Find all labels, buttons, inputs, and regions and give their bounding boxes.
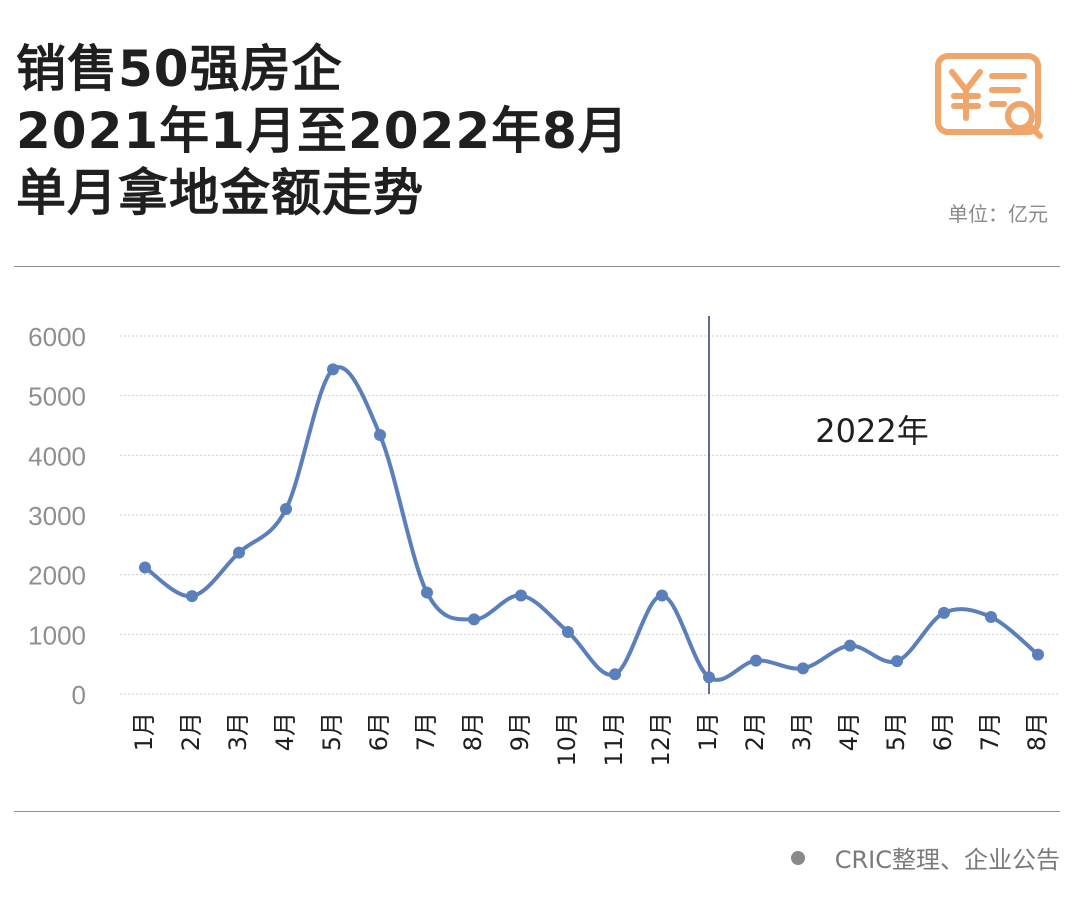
x-tick-label: 10月 bbox=[553, 712, 581, 767]
data-point bbox=[891, 655, 903, 668]
title-line-3: 单月拿地金额走势 bbox=[16, 164, 424, 222]
y-tick-label: 2000 bbox=[28, 561, 86, 591]
data-point bbox=[139, 561, 151, 574]
y-tick-label: 0 bbox=[72, 680, 86, 710]
data-point bbox=[233, 546, 245, 559]
top-divider bbox=[14, 266, 1060, 267]
x-tick-label: 7月 bbox=[976, 712, 1004, 751]
bottom-divider bbox=[14, 811, 1060, 812]
source-text: CRIC整理、企业公告 bbox=[834, 846, 1060, 874]
data-point bbox=[327, 363, 339, 376]
data-point bbox=[468, 613, 480, 626]
x-tick-label: 4月 bbox=[271, 712, 299, 751]
x-tick-label: 7月 bbox=[412, 712, 440, 751]
source-note: CRIC整理、企业公告 bbox=[790, 840, 1060, 875]
x-tick-label: 6月 bbox=[365, 712, 393, 751]
x-tick-label: 6月 bbox=[929, 712, 957, 751]
y-tick-label: 6000 bbox=[28, 322, 86, 352]
x-tick-label: 11月 bbox=[600, 712, 628, 767]
y-tick-label: 3000 bbox=[28, 501, 86, 531]
x-tick-label: 12月 bbox=[647, 712, 675, 767]
data-point bbox=[609, 668, 621, 681]
data-point bbox=[797, 662, 809, 675]
x-tick-label: 2月 bbox=[741, 712, 769, 751]
title-line-1: 销售50强房企 bbox=[16, 40, 343, 98]
data-point bbox=[1032, 648, 1044, 661]
x-tick-label: 3月 bbox=[788, 712, 816, 751]
data-point bbox=[985, 611, 997, 624]
x-tick-label: 1月 bbox=[694, 712, 722, 751]
data-point bbox=[844, 639, 856, 652]
data-point bbox=[562, 625, 574, 638]
data-point bbox=[374, 429, 386, 442]
x-tick-label: 4月 bbox=[835, 712, 863, 751]
data-point bbox=[186, 590, 198, 603]
x-tick-label: 9月 bbox=[506, 712, 534, 751]
x-tick-label: 5月 bbox=[882, 712, 910, 751]
data-point bbox=[421, 586, 433, 599]
data-point bbox=[280, 503, 292, 516]
y-tick-label: 4000 bbox=[28, 441, 86, 471]
x-tick-label: 2月 bbox=[177, 712, 205, 751]
yuan-receipt-search-icon bbox=[934, 52, 1046, 144]
x-tick-label: 1月 bbox=[130, 712, 158, 751]
year-annotation: 2022年 bbox=[815, 412, 928, 450]
x-tick-label: 5月 bbox=[318, 712, 346, 751]
chart-title: 销售50强房企 2021年1月至2022年8月 单月拿地金额走势 bbox=[16, 38, 629, 224]
data-point bbox=[703, 671, 715, 684]
data-point bbox=[656, 589, 668, 602]
x-tick-label: 8月 bbox=[1023, 712, 1051, 751]
title-line-2: 2021年1月至2022年8月 bbox=[16, 102, 629, 160]
data-point bbox=[938, 606, 950, 619]
data-point bbox=[515, 589, 527, 602]
data-point bbox=[750, 654, 762, 667]
y-tick-label: 5000 bbox=[28, 382, 86, 412]
x-tick-label: 8月 bbox=[459, 712, 487, 751]
unit-label: 单位：亿元 bbox=[948, 202, 1048, 226]
y-tick-label: 1000 bbox=[28, 620, 86, 650]
bullet-dot-icon bbox=[790, 850, 805, 865]
x-tick-label: 3月 bbox=[224, 712, 252, 751]
